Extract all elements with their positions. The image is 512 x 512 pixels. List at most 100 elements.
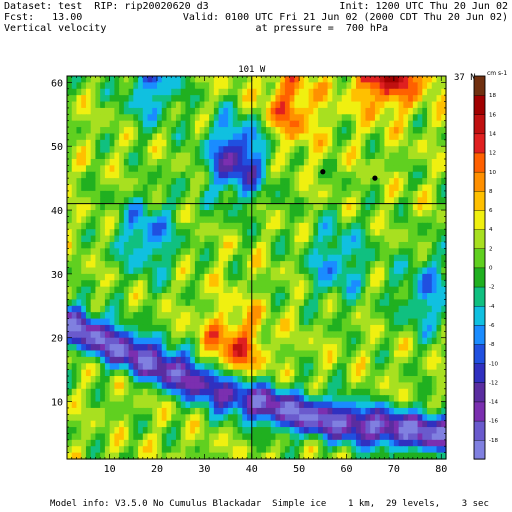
field-cell: [199, 101, 205, 109]
field-cell: [228, 152, 234, 160]
field-cell: [185, 280, 191, 288]
field-cell: [199, 210, 205, 218]
field-cell: [427, 101, 433, 109]
field-cell: [251, 427, 258, 435]
field-cell: [398, 324, 404, 332]
field-cell: [237, 235, 243, 243]
field-cell: [370, 107, 376, 115]
field-cell: [289, 356, 295, 364]
field-cell: [294, 190, 300, 198]
field-cell: [393, 133, 400, 141]
field-cell: [299, 427, 305, 435]
field-cell: [256, 267, 262, 275]
field-cell: [237, 395, 243, 403]
field-cell: [166, 363, 172, 371]
field-cell: [175, 305, 182, 313]
field-cell: [95, 395, 101, 403]
field-cell: [270, 133, 277, 141]
field-cell: [100, 146, 106, 154]
field-cell: [351, 178, 357, 186]
field-cell: [303, 114, 310, 122]
field-cell: [355, 452, 362, 460]
field-cell: [194, 146, 201, 154]
field-cell: [422, 171, 428, 179]
field-cell: [318, 107, 324, 115]
field-cell: [441, 203, 447, 211]
field-cell: [100, 107, 106, 115]
field-cell: [299, 350, 305, 358]
field-cell: [280, 305, 286, 313]
field-cell: [175, 82, 182, 90]
field-cell: [114, 433, 120, 441]
field-cell: [322, 337, 329, 345]
field-cell: [114, 305, 120, 313]
field-cell: [157, 127, 163, 135]
field-cell: [384, 229, 390, 237]
field-cell: [412, 190, 419, 198]
field-cell: [337, 210, 343, 218]
field-cell: [175, 369, 182, 377]
field-cell: [389, 324, 395, 332]
field-cell: [280, 190, 286, 198]
field-cell: [412, 331, 419, 339]
field-cell: [436, 452, 442, 460]
field-cell: [294, 337, 300, 345]
field-cell: [119, 210, 125, 218]
field-cell: [332, 241, 338, 249]
field-cell: [175, 261, 182, 269]
field-cell: [379, 210, 386, 218]
field-cell: [242, 203, 248, 211]
field-cell: [157, 350, 163, 358]
field-cell: [67, 356, 73, 364]
field-cell: [152, 446, 158, 454]
field-cell: [199, 171, 205, 179]
field-cell: [185, 273, 191, 281]
field-cell: [280, 363, 286, 371]
field-cell: [431, 299, 438, 307]
field-cell: [303, 197, 310, 205]
field-cell: [265, 446, 272, 454]
field-cell: [412, 356, 419, 364]
field-cell: [166, 395, 172, 403]
field-cell: [100, 101, 106, 109]
field-cell: [190, 452, 196, 460]
field-cell: [223, 439, 229, 447]
field-cell: [152, 439, 158, 447]
field-cell: [374, 222, 381, 230]
field-cell: [393, 344, 400, 352]
field-cell: [175, 184, 182, 192]
field-cell: [379, 184, 386, 192]
field-cell: [261, 363, 267, 371]
field-cell: [218, 273, 224, 281]
field-cell: [441, 318, 447, 326]
field-cell: [76, 171, 82, 179]
field-cell: [417, 305, 423, 313]
field-cell: [185, 446, 191, 454]
field-cell: [318, 216, 324, 224]
field-cell: [441, 344, 447, 352]
field-cell: [213, 427, 220, 435]
field-cell: [355, 88, 362, 96]
field-cell: [152, 299, 158, 307]
field-cell: [299, 158, 305, 166]
field-cell: [147, 101, 153, 109]
field-cell: [365, 363, 371, 371]
field-cell: [408, 433, 414, 441]
field-cell: [313, 203, 319, 211]
field-cell: [346, 388, 352, 396]
field-cell: [265, 254, 272, 262]
field-cell: [313, 344, 319, 352]
field-cell: [351, 261, 357, 269]
field-cell: [71, 452, 78, 460]
field-cell: [223, 152, 229, 160]
field-cell: [175, 165, 182, 173]
field-cell: [313, 407, 319, 415]
field-cell: [332, 158, 338, 166]
field-cell: [389, 222, 395, 230]
field-cell: [171, 95, 177, 103]
field-cell: [223, 331, 229, 339]
field-cell: [318, 439, 324, 447]
field-cell: [332, 312, 338, 320]
field-cell: [180, 324, 187, 332]
field-cell: [265, 344, 272, 352]
